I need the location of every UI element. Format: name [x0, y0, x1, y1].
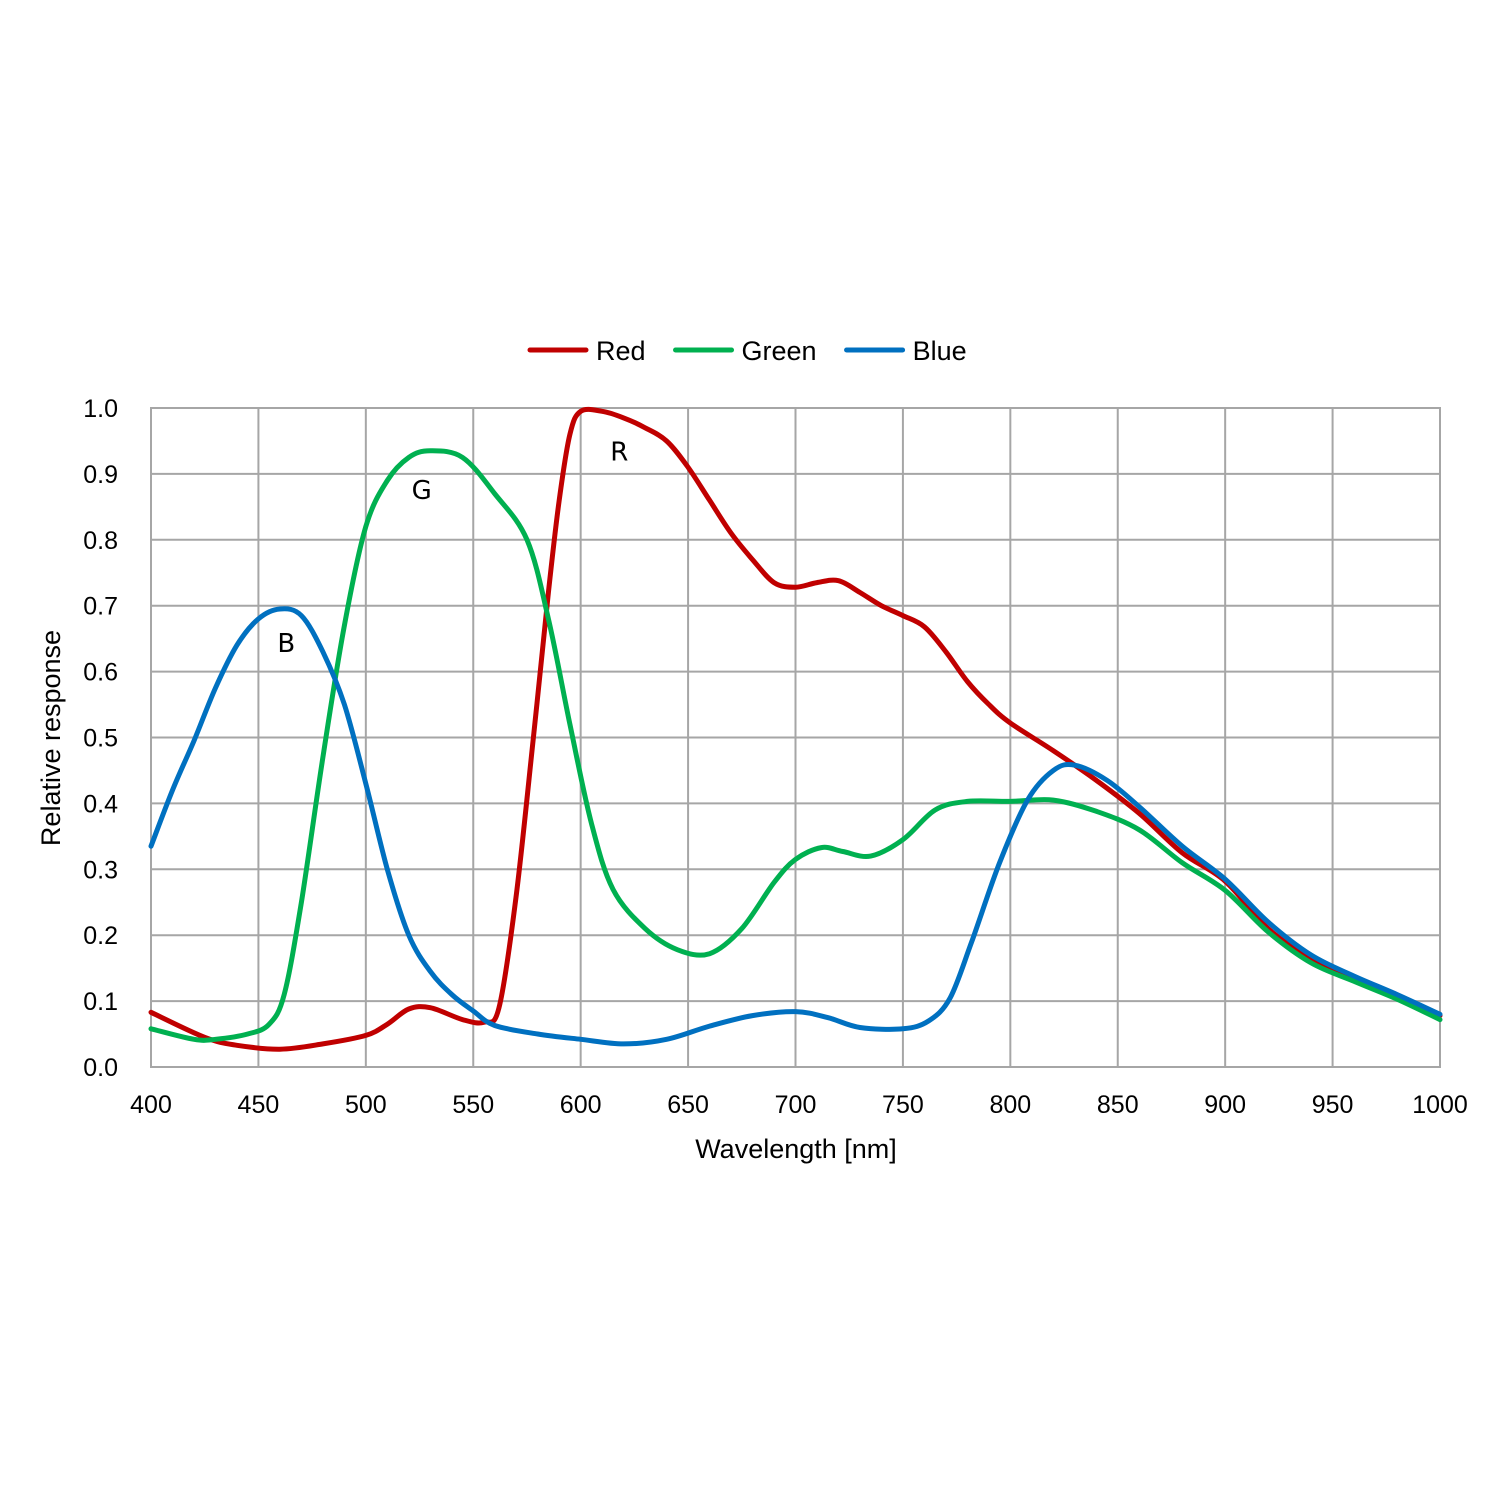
- y-tick-label-1: 0.1: [83, 988, 118, 1016]
- x-tick-label-0: 400: [130, 1091, 172, 1119]
- y-tick-label-8: 0.8: [83, 527, 118, 555]
- x-tick-label-11: 950: [1312, 1091, 1354, 1119]
- x-tick-label-3: 550: [452, 1091, 494, 1119]
- series-line-green: [148, 448, 1443, 1043]
- y-tick-label-4: 0.4: [83, 790, 118, 818]
- y-tick-label-9: 0.9: [83, 461, 118, 489]
- x-tick-label-6: 700: [775, 1091, 817, 1119]
- legend-label-blue: Blue: [913, 336, 967, 366]
- series-layer: [148, 406, 1443, 1052]
- annotation-b: B: [277, 629, 295, 659]
- y-axis-ticks: 0.0 0.1 0.2 0.3 0.4 0.5 0.6 0.7 0.8 0.9 1.0: [83, 395, 118, 1082]
- x-tick-label-10: 900: [1204, 1091, 1246, 1119]
- plot-frame: [150, 407, 1441, 1068]
- x-axis-label: Wavelength [nm]: [695, 1134, 897, 1164]
- x-tick-label-1: 450: [238, 1091, 280, 1119]
- x-tick-label-9: 850: [1097, 1091, 1139, 1119]
- legend: Red Green Blue: [527, 336, 967, 366]
- annotations: R G B: [277, 438, 628, 659]
- annotation-r: R: [610, 438, 628, 468]
- y-tick-label-7: 0.7: [83, 593, 118, 621]
- legend-label-red: Red: [596, 336, 646, 366]
- y-tick-label-3: 0.3: [83, 856, 118, 884]
- x-tick-label-12: 1000: [1412, 1091, 1468, 1119]
- x-tick-label-2: 500: [345, 1091, 387, 1119]
- annotation-g: G: [412, 476, 432, 506]
- x-tick-label-8: 800: [989, 1091, 1031, 1119]
- y-tick-label-0: 0.0: [83, 1054, 118, 1082]
- grid: [150, 407, 1441, 1068]
- series-line-blue: [148, 606, 1443, 1047]
- legend-label-green: Green: [742, 336, 817, 366]
- x-tick-label-5: 650: [667, 1091, 709, 1119]
- x-tick-label-4: 600: [560, 1091, 602, 1119]
- x-axis-ticks: 400 450 500 550 600 650 700 750 800 850 900 950 1000: [130, 1091, 1468, 1119]
- series-line-red: [148, 406, 1443, 1052]
- y-tick-label-2: 0.2: [83, 922, 118, 950]
- x-tick-label-7: 750: [882, 1091, 924, 1119]
- y-axis-label: Relative response: [36, 630, 66, 846]
- y-tick-label-10: 1.0: [83, 395, 118, 423]
- y-tick-label-5: 0.5: [83, 725, 118, 753]
- y-tick-label-6: 0.6: [83, 659, 118, 687]
